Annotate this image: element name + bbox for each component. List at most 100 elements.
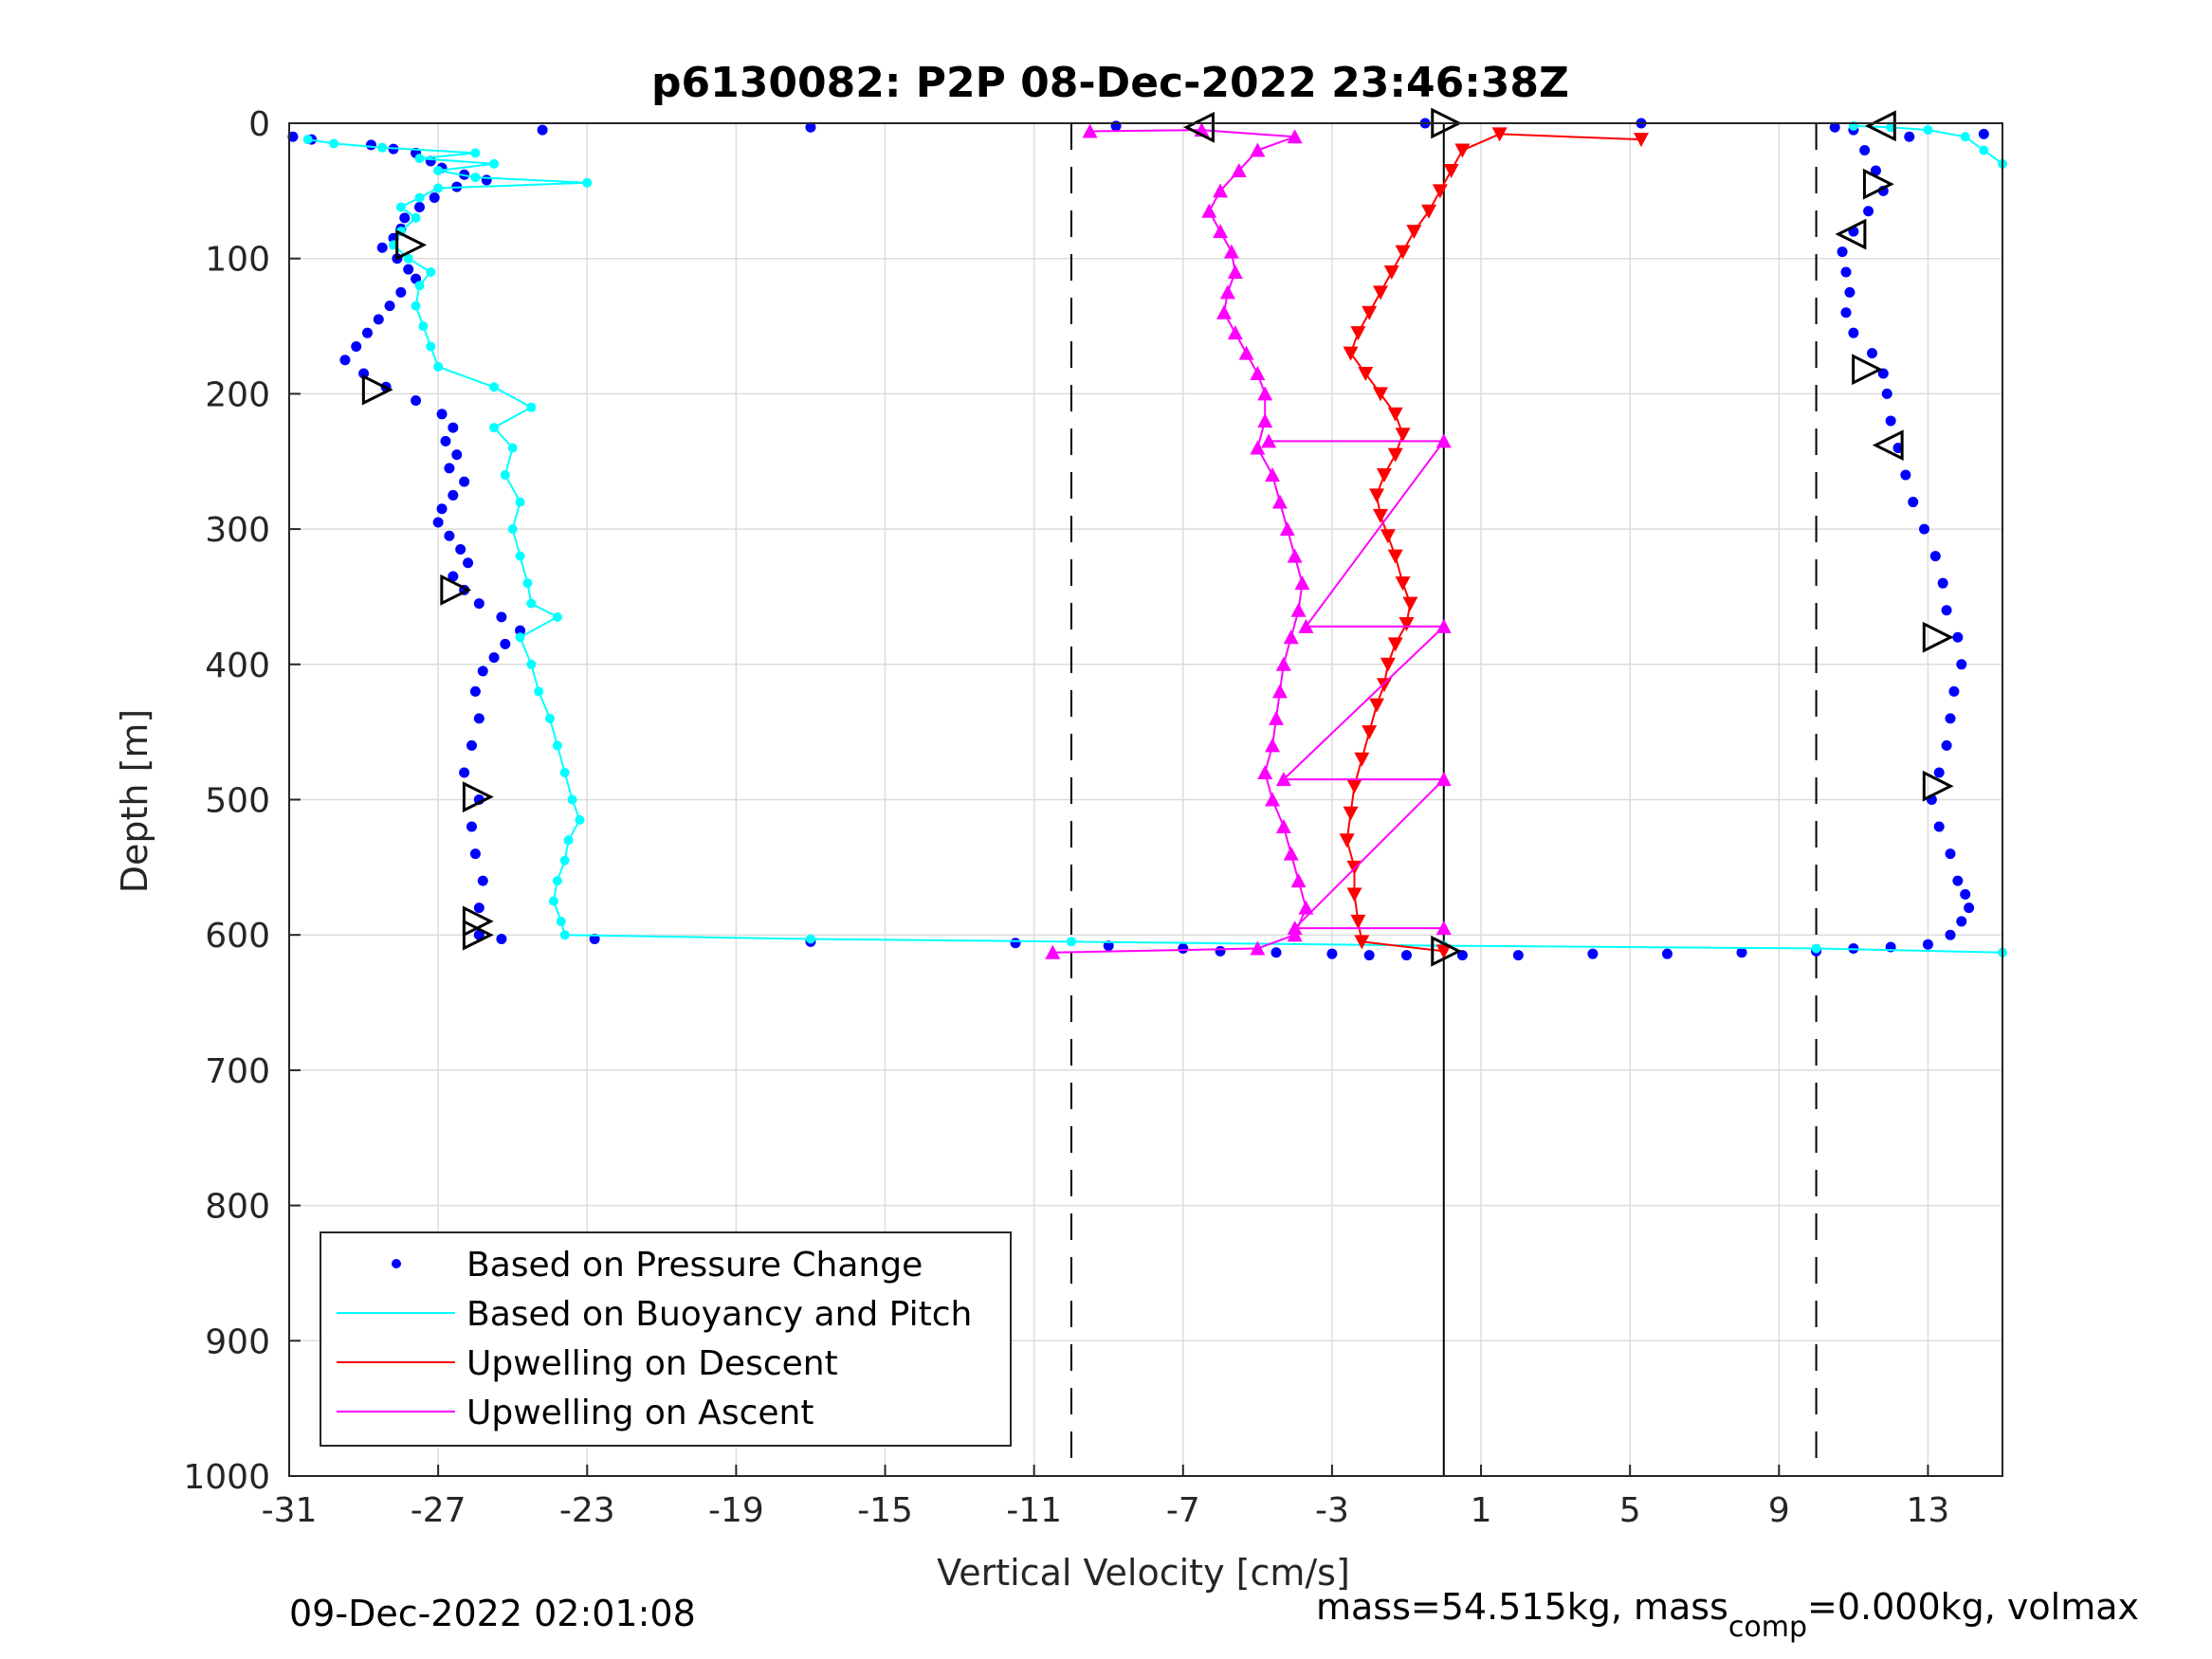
data-point <box>805 121 816 133</box>
data-point <box>433 165 444 175</box>
data-point <box>1811 943 1821 954</box>
data-point <box>1380 529 1396 544</box>
footer-mass-subscript: comp <box>1728 1611 1807 1644</box>
data-point <box>1227 264 1243 279</box>
data-point <box>403 264 414 275</box>
data-point <box>1432 184 1448 199</box>
series-group <box>537 118 1989 940</box>
data-point <box>1250 940 1266 956</box>
data-point <box>473 902 484 914</box>
data-point <box>1362 725 1378 740</box>
data-point <box>411 395 422 407</box>
data-point <box>1213 224 1229 239</box>
y-tick-label: 200 <box>205 375 270 414</box>
data-point <box>418 321 429 332</box>
data-point <box>1343 806 1359 821</box>
data-point <box>1885 415 1896 427</box>
data-point <box>1633 133 1649 148</box>
data-point <box>414 281 425 291</box>
data-point <box>515 551 525 561</box>
data-point <box>1400 950 1412 961</box>
data-point <box>507 524 518 535</box>
data-point <box>469 685 481 697</box>
data-point <box>1238 345 1254 360</box>
data-point <box>1956 916 1967 927</box>
data-point <box>1867 348 1878 359</box>
data-point <box>1929 551 1941 562</box>
data-point <box>526 598 537 609</box>
data-point <box>548 896 558 906</box>
data-point <box>1082 123 1098 138</box>
data-point <box>411 212 421 223</box>
series-line <box>1345 133 1641 953</box>
data-point <box>1661 948 1673 959</box>
x-axis-ticks: -31 -27 -23 -19 -15 -11 -7 -3 1 5 9 13 <box>262 1465 1950 1530</box>
data-point <box>489 382 500 392</box>
direction-marker <box>1862 168 1894 200</box>
data-point <box>1287 129 1303 144</box>
data-point <box>377 142 388 153</box>
data-point <box>473 713 484 724</box>
x-tick-label: 9 <box>1768 1491 1790 1530</box>
y-tick-label: 500 <box>205 782 270 821</box>
y-axis-label: Depth [m] <box>114 709 155 894</box>
data-point <box>1250 365 1266 380</box>
data-point <box>358 368 370 379</box>
footer-mass-suffix: =0.000kg, volmax <box>1807 1586 2139 1628</box>
data-point <box>466 821 477 832</box>
direction-marker <box>1864 110 1896 142</box>
data-point <box>1376 678 1392 693</box>
legend-label-pressure: Based on Pressure Change <box>466 1246 923 1285</box>
legend-label-buoyancy: Based on Buoyancy and Pitch <box>466 1295 972 1334</box>
data-point <box>1881 388 1892 399</box>
data-point <box>1275 819 1291 834</box>
x-tick-label: 13 <box>1907 1491 1950 1530</box>
direction-marker <box>1872 429 1904 462</box>
data-point <box>302 135 313 145</box>
data-point <box>473 929 484 940</box>
data-point <box>1271 947 1282 958</box>
legend-entry-pressure: Based on Pressure Change <box>392 1246 923 1285</box>
data-point <box>411 301 421 311</box>
data-point <box>1387 447 1403 463</box>
data-point <box>373 314 384 325</box>
data-point <box>500 638 511 649</box>
data-point <box>384 301 395 312</box>
series-group <box>302 135 2007 957</box>
data-point <box>1271 684 1288 699</box>
direction-marker <box>395 229 428 261</box>
data-point <box>448 489 459 501</box>
direction-marker <box>462 781 494 813</box>
data-point <box>1372 387 1388 402</box>
x-axis-label: Vertical Velocity [cm/s] <box>937 1552 1350 1594</box>
data-point <box>1045 944 1061 959</box>
y-tick-label: 300 <box>205 511 270 550</box>
data-point <box>1268 710 1284 725</box>
data-point <box>1380 657 1396 672</box>
data-point <box>1372 508 1388 523</box>
data-point <box>1387 549 1403 564</box>
data-point <box>575 814 585 825</box>
data-point <box>500 470 510 481</box>
data-point <box>537 124 548 136</box>
data-point <box>552 611 562 622</box>
data-point <box>552 876 562 886</box>
data-point <box>1398 616 1415 631</box>
data-point <box>414 154 425 164</box>
data-point <box>1372 285 1388 301</box>
data-point <box>481 174 492 186</box>
data-point <box>526 402 537 412</box>
data-point <box>1010 938 1021 949</box>
data-point <box>1406 225 1422 240</box>
data-point <box>1923 125 1933 136</box>
data-point <box>1395 576 1411 592</box>
data-point <box>1257 412 1273 428</box>
series-line <box>1269 440 1447 930</box>
y-axis-ticks: 0 100 200 300 400 500 600 700 800 900 1000 <box>183 105 301 1497</box>
data-point <box>805 934 815 944</box>
data-point <box>1298 618 1314 633</box>
data-point <box>1265 467 1281 483</box>
chart-title: p6130082: P2P 08-Dec-2022 23:46:38Z <box>651 59 1569 107</box>
footer-timestamp: 09-Dec-2022 02:01:08 <box>289 1593 696 1634</box>
x-tick-label: -23 <box>559 1491 615 1530</box>
